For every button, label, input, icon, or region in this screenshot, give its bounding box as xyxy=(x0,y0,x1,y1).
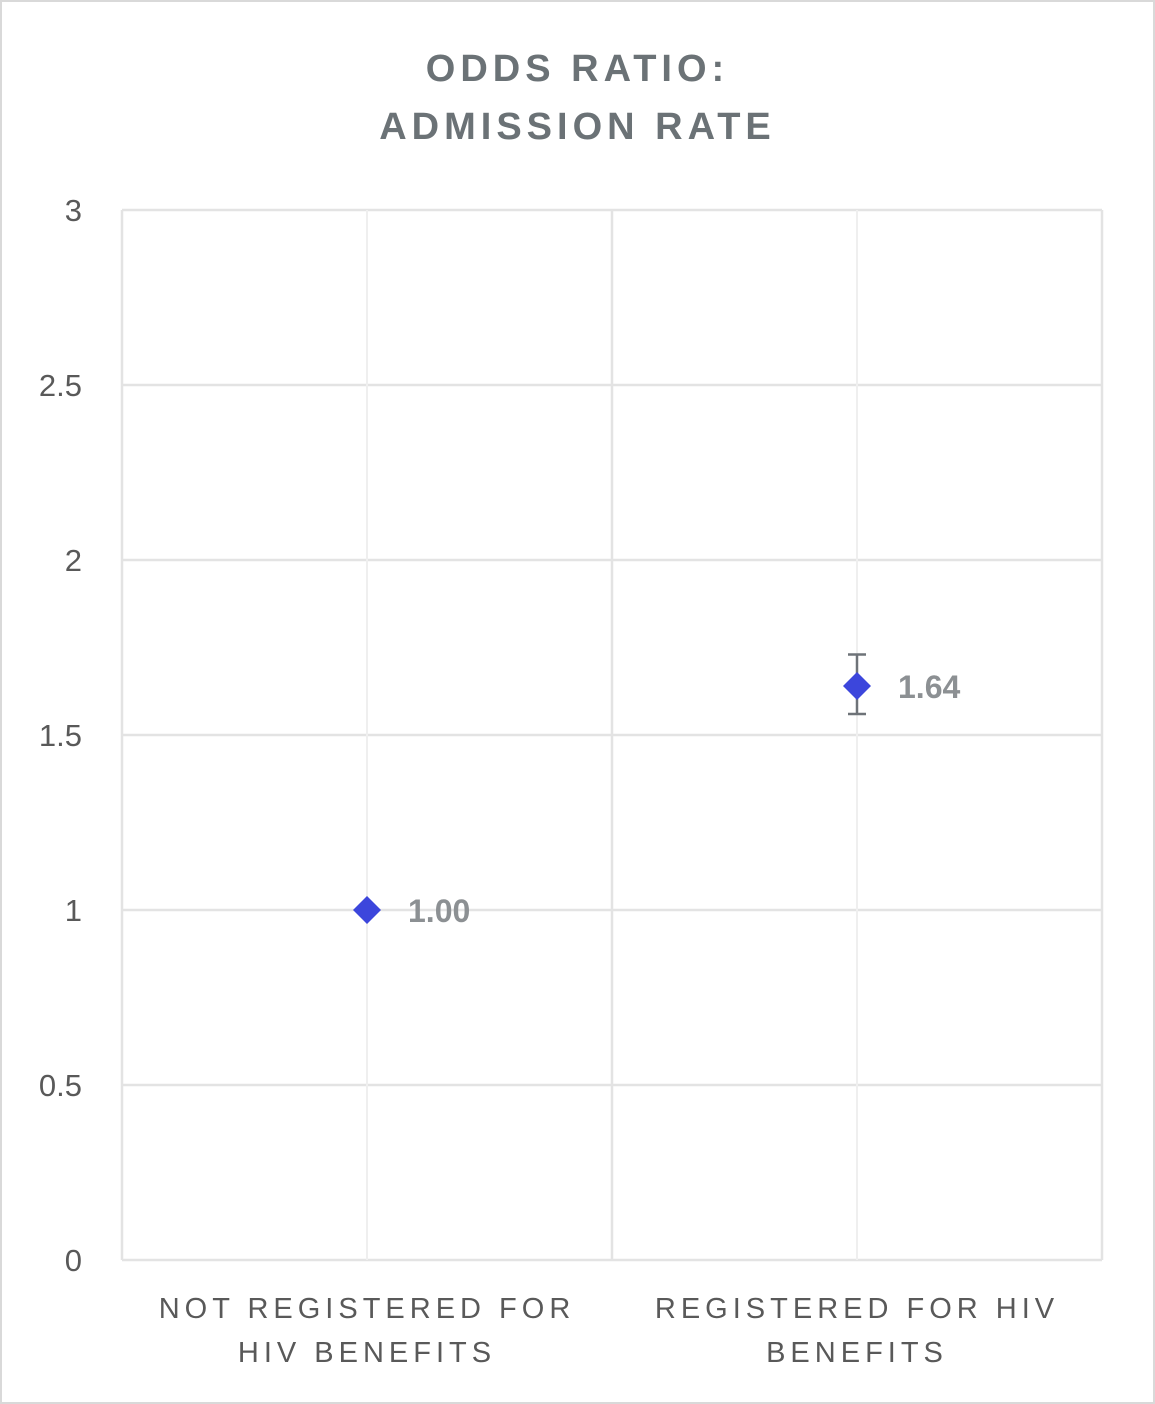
x-category-label: BENEFITS xyxy=(766,1337,948,1369)
data-label: 1.64 xyxy=(898,669,960,705)
x-category-label: HIV BENEFITS xyxy=(238,1337,496,1369)
data-point-diamond xyxy=(843,672,871,700)
y-tick-label: 2 xyxy=(65,543,82,578)
y-tick-label: 3 xyxy=(65,193,82,228)
data-label: 1.00 xyxy=(408,893,470,929)
data-point-diamond xyxy=(353,896,381,924)
x-category-label: REGISTERED FOR HIV xyxy=(655,1293,1059,1325)
chart-title: ODDS RATIO: ADMISSION RATE xyxy=(0,40,1155,156)
chart-title-line-1: ODDS RATIO: xyxy=(425,48,730,90)
chart-title-line-2: ADMISSION RATE xyxy=(379,106,776,148)
x-category-label: NOT REGISTERED FOR xyxy=(159,1293,576,1325)
y-tick-label: 1 xyxy=(65,893,82,928)
y-tick-label: 2.5 xyxy=(39,368,82,403)
y-tick-label: 0.5 xyxy=(39,1068,82,1103)
y-tick-label: 0 xyxy=(65,1243,82,1278)
y-tick-label: 1.5 xyxy=(39,718,82,753)
